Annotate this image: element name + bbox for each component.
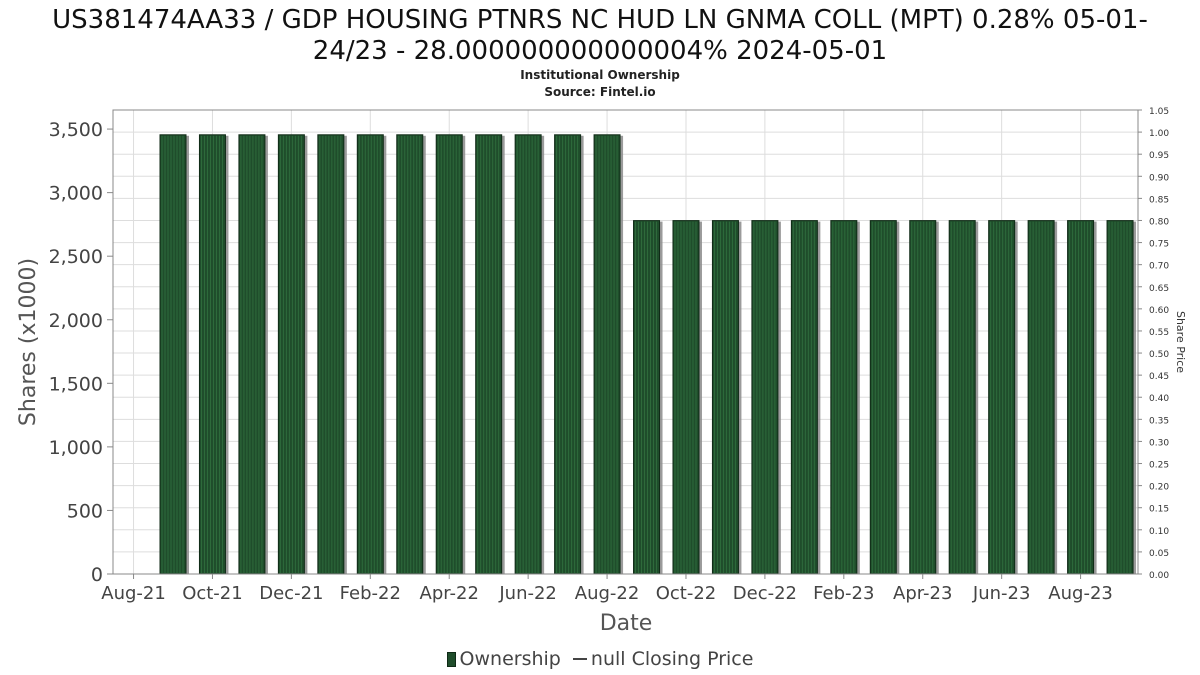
x-tick-label: Oct-22: [656, 583, 717, 604]
y2-tick-label: 0.10: [1149, 527, 1169, 537]
ownership-bar: [790, 220, 818, 575]
ownership-bar: [751, 220, 779, 575]
ownership-bar: [159, 134, 187, 575]
x-tick-label: Aug-22: [575, 583, 640, 604]
x-tick-label: Oct-21: [182, 583, 243, 604]
ownership-bar: [1027, 220, 1055, 575]
x-tick-label: Dec-22: [733, 583, 797, 604]
ownership-bar: [948, 220, 976, 575]
ownership-bar: [1106, 220, 1134, 575]
y2-tick-label: 0.40: [1149, 394, 1169, 404]
y-tick-label: 2,000: [49, 310, 103, 332]
x-tick-label: Apr-23: [893, 583, 952, 604]
ownership-bar: [672, 220, 700, 575]
ownership-bar: [633, 220, 661, 575]
ownership-bar: [356, 134, 384, 575]
y-axis-label: Shares (x1000): [16, 258, 41, 426]
y-tick-label: 500: [67, 500, 103, 522]
y-tick-label: 1,000: [49, 437, 103, 459]
legend: Ownership null Closing Price: [0, 647, 1200, 670]
x-tick-label: Feb-22: [340, 583, 401, 604]
legend-ownership: Ownership: [446, 647, 561, 670]
chart-source: Source: Fintel.io: [544, 85, 656, 99]
price-line-icon: [572, 658, 587, 660]
y2-tick-label: 1.00: [1149, 129, 1169, 139]
y2-tick-label: 0.55: [1149, 328, 1169, 338]
y2-tick-label: 0.75: [1149, 240, 1169, 250]
legend-price: null Closing Price: [567, 647, 754, 670]
ownership-bar: [554, 134, 582, 575]
y2-tick-label: 0.60: [1149, 306, 1169, 316]
ownership-bar: [435, 134, 463, 575]
legend-price-label: null Closing Price: [590, 647, 754, 670]
y-tick-label: 3,000: [49, 183, 103, 205]
y-tick-label: 3,500: [49, 119, 103, 141]
y2-axis-label: Share Price: [1174, 311, 1187, 373]
ownership-bar: [514, 134, 542, 575]
ownership-bar: [593, 134, 621, 575]
y2-tick-label: 0.20: [1149, 483, 1169, 493]
y2-tick-label: 0.25: [1149, 461, 1169, 471]
ownership-bar: [1067, 220, 1095, 575]
y2-tick-label: 0.90: [1149, 173, 1169, 183]
y2-tick-label: 1.05: [1149, 107, 1169, 117]
ownership-bar: [711, 220, 739, 575]
x-tick-label: Apr-22: [420, 583, 479, 604]
y2-tick-label: 0.35: [1149, 416, 1169, 426]
y2-tick-label: 0.85: [1149, 195, 1169, 205]
axes: 0 500 1,000 1,500 2,000 2,500 3,000 3,500 0.00 0.…: [49, 107, 1170, 604]
ownership-bar: [869, 220, 897, 575]
y2-tick-label: 0.30: [1149, 438, 1169, 448]
y2-tick-label: 0.70: [1149, 262, 1169, 272]
x-tick-label: Aug-23: [1048, 583, 1113, 604]
y2-tick-label: 0.50: [1149, 350, 1169, 360]
x-tick-label: Jun-23: [972, 583, 1031, 604]
chart-subtitle: Institutional Ownership: [520, 68, 680, 82]
ownership-bar: [909, 220, 937, 575]
legend-ownership-label: Ownership: [459, 647, 561, 670]
ownership-swatch-icon: [446, 651, 456, 667]
x-tick-label: Jun-22: [498, 583, 557, 604]
y2-tick-label: 0.05: [1149, 549, 1169, 559]
ownership-bar: [988, 220, 1016, 575]
y2-tick-label: 0.95: [1149, 151, 1169, 161]
y2-tick-label: 0.15: [1149, 505, 1169, 515]
y2-tick-label: 0.65: [1149, 284, 1169, 294]
chart-title-line-2: 24/23 - 28.000000000000004% 2024-05-01: [312, 36, 888, 66]
x-tick-label: Feb-23: [813, 583, 874, 604]
ownership-bar: [277, 134, 305, 575]
y-tick-label: 1,500: [49, 373, 103, 395]
y2-tick-label: 0.80: [1149, 217, 1169, 227]
x-axis-label: Date: [600, 611, 653, 636]
ownership-bar: [396, 134, 424, 575]
y2-tick-label: 0.45: [1149, 372, 1169, 382]
x-tick-label: Aug-21: [101, 583, 166, 604]
ownership-bars: [159, 134, 1137, 575]
y2-tick-label: 0.00: [1149, 571, 1169, 581]
plot-frame: [112, 109, 1139, 575]
chart-title-line-1: US381474AA33 / GDP HOUSING PTNRS NC HUD …: [52, 5, 1148, 35]
ownership-bar: [475, 134, 503, 575]
ownership-bar: [317, 134, 345, 575]
ownership-bar: [830, 220, 858, 575]
ownership-bar: [198, 134, 226, 575]
y-tick-label: 2,500: [49, 246, 103, 268]
y-tick-label: 0: [91, 564, 103, 586]
ownership-bar: [238, 134, 266, 575]
x-tick-label: Dec-21: [259, 583, 323, 604]
